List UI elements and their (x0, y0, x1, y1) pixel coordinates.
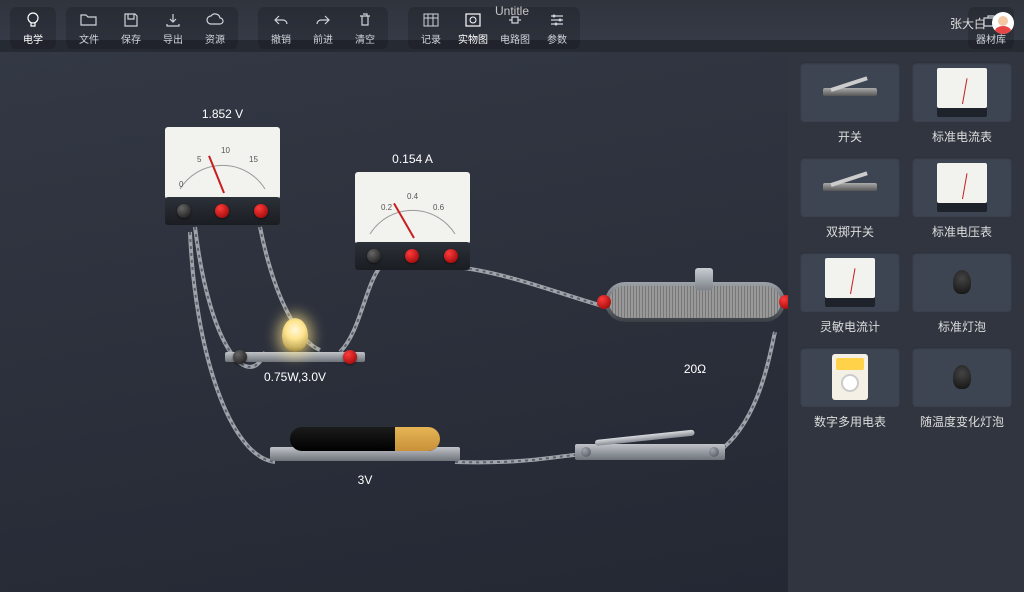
voltmeter[interactable]: 1.852 V 0 5 10 15 (165, 107, 280, 225)
electric-button[interactable]: 电学 (12, 9, 54, 47)
component-caption: 数字多用电表 (814, 413, 886, 430)
component-caption: 双掷开关 (826, 223, 874, 240)
terminal-left[interactable] (597, 295, 611, 309)
component-caption: 标准灯泡 (938, 318, 986, 335)
undo-button[interactable]: 撤销 (260, 9, 302, 47)
folder-icon (79, 11, 99, 29)
record-button[interactable]: 记录 (410, 9, 452, 47)
table-icon (421, 11, 441, 29)
trash-icon (355, 11, 375, 29)
component-thumb (912, 157, 1012, 217)
component-card[interactable]: 随温度变化灯泡 (910, 347, 1014, 434)
sliders-icon (547, 11, 567, 29)
avatar (992, 12, 1014, 34)
component-card[interactable]: 标准电压表 (910, 157, 1014, 244)
toolbar: 电学 文件 保存 导出 资源 撤销 前进 清空 记录 实物图 电路图 参数 器材… (0, 0, 1024, 52)
circuitview-icon (505, 11, 525, 29)
svg-text:5: 5 (197, 155, 202, 164)
battery-label: 3V (270, 473, 460, 487)
component-caption: 开关 (838, 128, 862, 145)
svg-text:0: 0 (179, 180, 184, 189)
component-caption: 灵敏电流计 (820, 318, 880, 335)
clear-button[interactable]: 清空 (344, 9, 386, 47)
cloud-icon (205, 11, 225, 29)
lamp[interactable]: 0.75W,3.0V (225, 312, 365, 384)
canvas[interactable]: 1.852 V 0 5 10 15 0.154 A 0.2 0.4 0.6 (0, 52, 788, 592)
undo-icon (271, 11, 291, 29)
user-area[interactable]: 张大白 (950, 12, 1014, 34)
save-button[interactable]: 保存 (110, 9, 152, 47)
voltmeter-reading: 1.852 V (165, 107, 280, 121)
component-panel: 开关 标准电流表双掷开关 标准电压表灵敏电流计 标准灯泡数字多用电表 随温度变化灯泡 (788, 52, 1024, 592)
component-caption: 标准电流表 (932, 128, 992, 145)
redo-icon (313, 11, 333, 29)
slider-handle[interactable] (695, 268, 713, 290)
component-caption: 随温度变化灯泡 (920, 413, 1004, 430)
component-thumb (800, 347, 900, 407)
real-view-button[interactable]: 实物图 (452, 9, 494, 47)
component-card[interactable]: 标准灯泡 (910, 252, 1014, 339)
svg-text:0.4: 0.4 (407, 192, 419, 201)
export-icon (163, 11, 183, 29)
realview-icon (463, 11, 483, 29)
component-thumb (912, 252, 1012, 312)
svg-text:0.6: 0.6 (433, 203, 445, 212)
svg-text:10: 10 (221, 146, 230, 155)
export-button[interactable]: 导出 (152, 9, 194, 47)
switch[interactable] (575, 444, 725, 460)
redo-button[interactable]: 前进 (302, 9, 344, 47)
component-thumb (912, 347, 1012, 407)
component-card[interactable]: 双掷开关 (798, 157, 902, 244)
svg-text:0.2: 0.2 (381, 203, 393, 212)
rheostat[interactable]: 20Ω (605, 282, 785, 376)
params-button[interactable]: 参数 (536, 9, 578, 47)
bulb-icon (23, 11, 43, 29)
component-thumb (800, 62, 900, 122)
svg-text:15: 15 (249, 155, 258, 164)
file-button[interactable]: 文件 (68, 9, 110, 47)
resource-button[interactable]: 资源 (194, 9, 236, 47)
rheostat-label: 20Ω (605, 362, 785, 376)
component-thumb (800, 157, 900, 217)
circuit-view-button[interactable]: 电路图 (494, 9, 536, 47)
battery[interactable]: + 3V (270, 447, 460, 487)
component-card[interactable]: 数字多用电表 (798, 347, 902, 434)
component-caption: 标准电压表 (932, 223, 992, 240)
bulb-icon (282, 318, 308, 352)
component-thumb (800, 252, 900, 312)
save-icon (121, 11, 141, 29)
component-card[interactable]: 开关 (798, 62, 902, 149)
lamp-label: 0.75W,3.0V (225, 370, 365, 384)
component-card[interactable]: 标准电流表 (910, 62, 1014, 149)
ammeter-reading: 0.154 A (355, 152, 470, 166)
component-thumb (912, 62, 1012, 122)
component-card[interactable]: 灵敏电流计 (798, 252, 902, 339)
ammeter[interactable]: 0.154 A 0.2 0.4 0.6 (355, 152, 470, 270)
user-name: 张大白 (950, 15, 986, 32)
